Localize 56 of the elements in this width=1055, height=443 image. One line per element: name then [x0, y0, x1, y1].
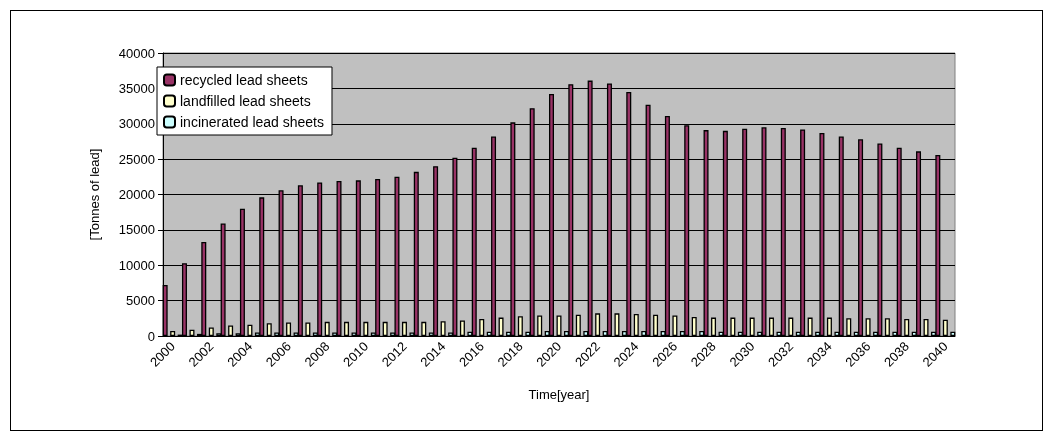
bar: [228, 325, 234, 336]
bar: [324, 321, 330, 336]
bar: [614, 313, 620, 336]
y-tick-label: 5000: [126, 293, 155, 309]
bar: [672, 315, 678, 336]
bar: [950, 331, 956, 336]
bar: [768, 317, 774, 336]
bar: [884, 318, 890, 336]
y-tick-label: 20000: [118, 187, 155, 202]
bar: [942, 319, 948, 336]
y-tick-label: 30000: [118, 116, 155, 132]
bar: [575, 314, 581, 336]
bar: [691, 316, 697, 336]
bar: [653, 314, 659, 336]
y-tick-label: 10000: [118, 257, 155, 273]
legend-label: landfilled lead sheets: [180, 93, 311, 109]
bar: [498, 317, 504, 336]
bar: [286, 322, 292, 336]
bar: [749, 317, 755, 336]
bar: [170, 331, 176, 336]
y-tick-label: 35000: [118, 80, 155, 96]
bar: [517, 316, 523, 336]
bar: [401, 321, 407, 336]
y-tick-label: 40000: [118, 45, 155, 61]
bar: [382, 321, 388, 336]
bar: [421, 321, 427, 336]
bar: [865, 318, 871, 336]
bar: [208, 327, 214, 336]
bar: [363, 321, 369, 336]
bar: [247, 324, 253, 336]
bar: [595, 313, 601, 336]
y-tick-label: 25000: [118, 151, 155, 167]
bar: [344, 321, 350, 336]
y-tick-label: 15000: [118, 222, 155, 238]
bar: [479, 319, 485, 336]
bar: [826, 317, 832, 336]
bar: [711, 317, 717, 336]
x-axis-title: Time[year]: [528, 387, 590, 402]
bar: [266, 323, 272, 336]
bar: [633, 314, 639, 336]
bar: [440, 321, 446, 336]
bar: [556, 315, 562, 336]
y-tick-label: 0: [147, 328, 155, 344]
bar: [788, 317, 794, 336]
y-axis-title: [Tonnes of lead]: [87, 148, 102, 241]
bar: [305, 322, 311, 336]
bar: [730, 317, 736, 336]
bar: [459, 320, 465, 336]
bar: [846, 318, 852, 336]
legend-label: recycled lead sheets: [180, 72, 308, 88]
bar: [537, 315, 543, 336]
bar: [807, 317, 813, 336]
bar: [189, 329, 195, 336]
bar: [904, 319, 910, 336]
bar: [923, 319, 929, 336]
legend-label: incinerated lead sheets: [180, 114, 324, 130]
